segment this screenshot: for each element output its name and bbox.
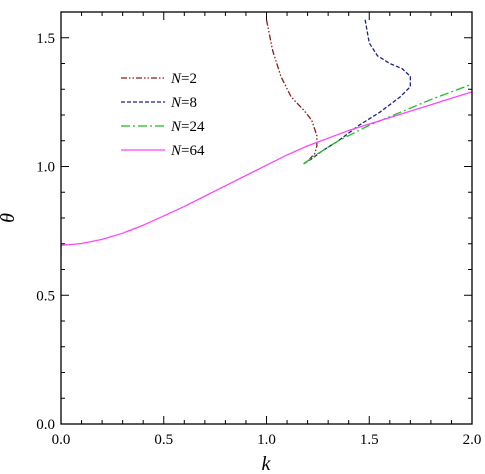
series-layer xyxy=(61,19,472,257)
legend-label-3: N=24 xyxy=(170,119,205,135)
x-tick-label: 2.0 xyxy=(463,432,482,448)
y-tick-label: 0.5 xyxy=(36,288,55,304)
series-line-4 xyxy=(61,91,472,257)
y-axis-title: θ xyxy=(0,213,19,223)
x-tick-label: 0.0 xyxy=(52,432,71,448)
legend-label-1: N=2 xyxy=(170,71,197,87)
legend-label-2: N=8 xyxy=(170,95,197,111)
x-axis-title: k xyxy=(262,453,272,474)
plot-frame xyxy=(60,11,473,425)
y-tick-label: 1.0 xyxy=(36,160,55,176)
tick-layer: 0.0 0.5 1.0 1.5 2.0 0.0 0.5 1.0 1.5 xyxy=(36,11,482,448)
x-tick-label: 1.5 xyxy=(360,432,379,448)
series-line-3 xyxy=(303,83,472,165)
legend: N=2 N=8 N=24 N=64 xyxy=(121,71,205,159)
y-tick-label: 0.0 xyxy=(36,417,55,433)
legend-label-4: N=64 xyxy=(170,143,205,159)
x-tick-label: 1.0 xyxy=(257,432,276,448)
series-line-2 xyxy=(303,19,411,165)
series-line-1 xyxy=(265,19,318,160)
y-tick-label: 1.5 xyxy=(36,31,55,47)
x-tick-label: 0.5 xyxy=(154,432,173,448)
